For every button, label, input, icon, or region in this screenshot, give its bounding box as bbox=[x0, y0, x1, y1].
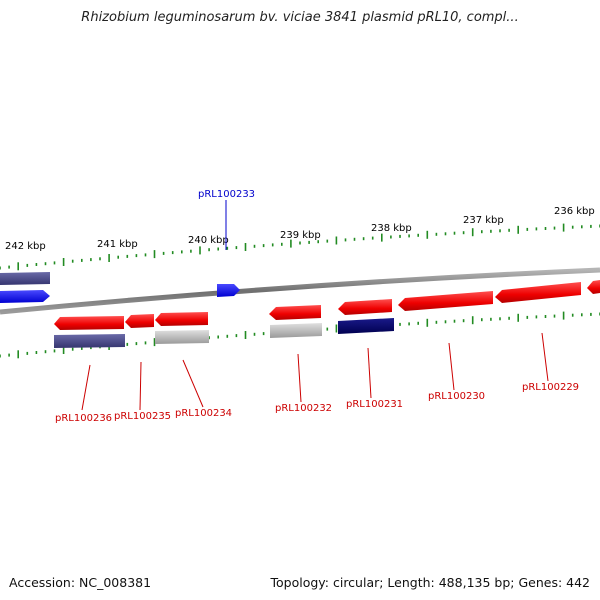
gene-gray-232[interactable] bbox=[270, 323, 322, 338]
label-pRL100233: pRL100233 bbox=[198, 189, 255, 200]
map-title: Rhizobium leguminosarum bv. viciae 3841 … bbox=[81, 10, 519, 25]
tick-label-239: 239 kbp bbox=[280, 230, 321, 241]
tick-label-236: 236 kbp bbox=[554, 206, 595, 217]
tick-label-238: 238 kbp bbox=[371, 223, 412, 234]
label-pRL100234: pRL100234 bbox=[175, 408, 232, 419]
gene-navy-231[interactable] bbox=[338, 318, 394, 334]
gene-pRL100233[interactable] bbox=[217, 284, 240, 297]
topology-text: Topology: circular; Length: 488,135 bp; … bbox=[270, 575, 591, 590]
gene-pRL100231[interactable] bbox=[338, 299, 392, 315]
leader-lines bbox=[81, 200, 549, 411]
label-pRL100231: pRL100231 bbox=[346, 399, 403, 410]
tick-label-242: 242 kbp bbox=[5, 241, 46, 252]
label-pRL100235: pRL100235 bbox=[114, 411, 171, 422]
gene-gray-234[interactable] bbox=[155, 330, 209, 344]
label-pRL100229: pRL100229 bbox=[522, 382, 579, 393]
gene-pRL100230[interactable] bbox=[398, 291, 493, 311]
tick-label-241: 241 kbp bbox=[97, 239, 138, 250]
gene-right-edge[interactable] bbox=[587, 280, 600, 294]
accession-text: Accession: NC_008381 bbox=[9, 575, 152, 590]
inner-tick-track bbox=[0, 311, 600, 359]
gene-pRL100232[interactable] bbox=[269, 305, 321, 320]
tick-label-240: 240 kbp bbox=[188, 235, 229, 246]
gene-pRL100229[interactable] bbox=[495, 282, 581, 303]
gene-slate-upper[interactable] bbox=[0, 272, 50, 285]
label-pRL100232: pRL100232 bbox=[275, 403, 332, 414]
gene-pRL100234[interactable] bbox=[155, 312, 208, 326]
gene-pRL100235[interactable] bbox=[125, 314, 154, 328]
tick-label-237: 237 kbp bbox=[463, 215, 504, 226]
plasmid-backbone bbox=[0, 267, 600, 315]
gene-blue-left[interactable] bbox=[0, 290, 50, 303]
gene-pRL100236[interactable] bbox=[54, 316, 124, 330]
outer-tick-track bbox=[0, 223, 600, 271]
gene-slate-lower[interactable] bbox=[54, 334, 125, 348]
label-pRL100236: pRL100236 bbox=[55, 413, 112, 424]
label-pRL100230: pRL100230 bbox=[428, 391, 485, 402]
